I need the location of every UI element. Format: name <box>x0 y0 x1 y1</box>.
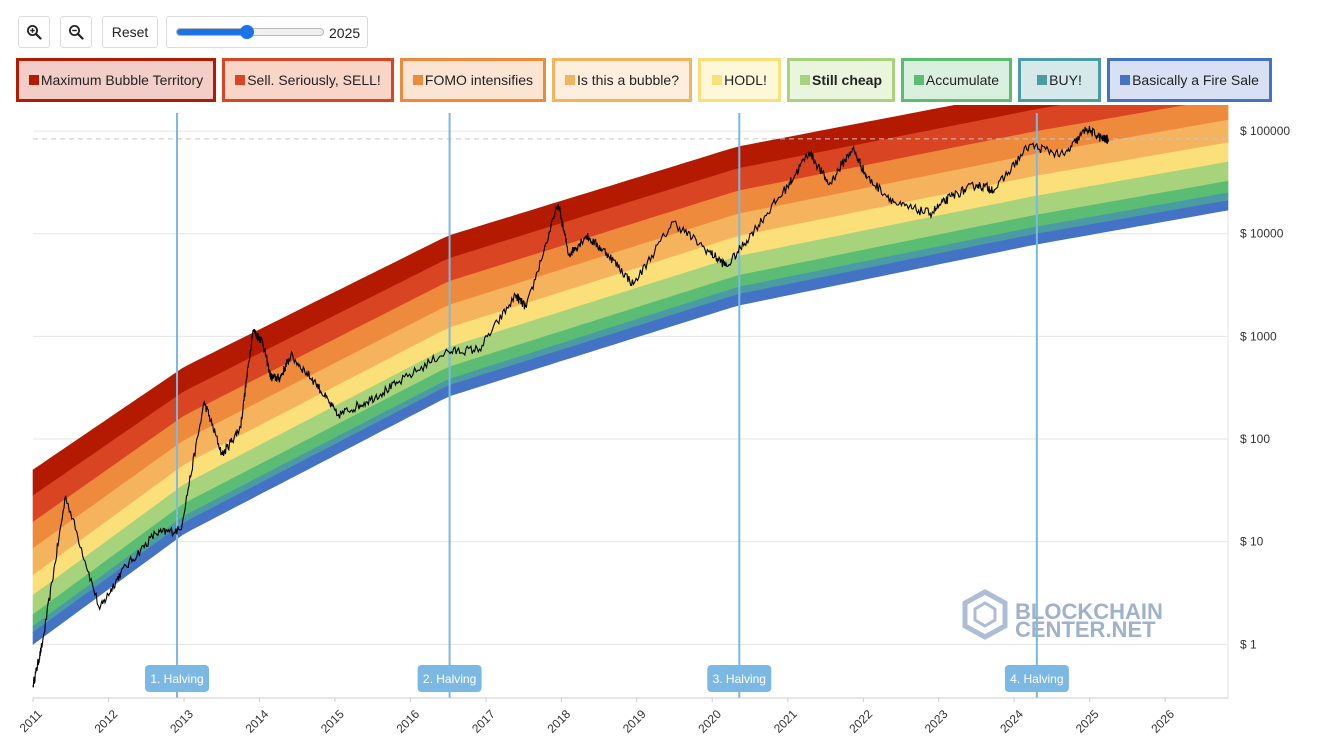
y-tick-label: $ 100 <box>1240 432 1270 446</box>
x-tick-label: 2020 <box>695 707 724 736</box>
zoom-in-icon <box>27 25 42 40</box>
legend-label: Sell. Seriously, SELL! <box>247 72 381 88</box>
legend-swatch <box>712 75 723 85</box>
zoom-in-button[interactable] <box>18 16 50 48</box>
watermark-line2: CENTER.NET <box>1015 617 1156 642</box>
legend-band-8[interactable]: Basically a Fire Sale <box>1107 58 1272 102</box>
x-tick-label: 2014 <box>243 707 272 736</box>
band-8 <box>32 200 1229 645</box>
legend-band-6[interactable]: Accumulate <box>901 58 1012 102</box>
y-tick-label: $ 1 <box>1240 637 1257 651</box>
legend-label: Maximum Bubble Territory <box>40 72 204 88</box>
x-tick-label: 2012 <box>92 707 121 736</box>
x-tick-label: 2021 <box>771 707 800 736</box>
legend-swatch <box>565 75 576 85</box>
year-slider-fill <box>177 29 249 35</box>
y-tick-label: $ 10000 <box>1240 227 1284 241</box>
legend-label: Accumulate <box>925 72 1000 88</box>
halving-label-box-2 <box>417 665 482 692</box>
year-slider-control: 2025 <box>166 16 368 48</box>
legend-swatch <box>235 75 246 85</box>
legend-swatch <box>28 75 39 85</box>
halving-label-box-3 <box>707 665 772 692</box>
year-slider-value: 2025 <box>329 25 361 41</box>
reset-button[interactable]: Reset <box>102 16 158 48</box>
x-tick-label: 2025 <box>1073 707 1102 736</box>
legend-swatch <box>913 75 924 85</box>
x-tick-label: 2013 <box>167 707 196 736</box>
x-tick-label: 2023 <box>922 707 951 736</box>
halving-label-box-4 <box>1004 665 1069 692</box>
price-line <box>32 125 1109 688</box>
x-tick-label: 2018 <box>545 707 574 736</box>
legend-band-2[interactable]: FOMO intensifies <box>400 58 546 102</box>
y-tick-label: $ 100000 <box>1240 124 1290 138</box>
legend-label: BUY! <box>1049 72 1082 88</box>
legend-band-0[interactable]: Maximum Bubble Territory <box>16 58 216 102</box>
x-tick-label: 2019 <box>620 707 649 736</box>
y-tick-label: $ 1000 <box>1240 329 1277 343</box>
legend-label: Is this a bubble? <box>577 72 679 88</box>
halving-label-box-1 <box>145 665 210 692</box>
x-tick-label: 2024 <box>997 707 1026 736</box>
legend-label: HODL! <box>724 72 767 88</box>
legend-swatch <box>412 75 423 85</box>
legend-label: Still cheap <box>811 72 883 88</box>
legend-swatch <box>1120 75 1131 85</box>
blockchaincenter-logo-icon <box>962 589 1008 640</box>
halving-label-1: 1. Halving <box>150 672 203 686</box>
x-tick-label: 2022 <box>846 707 875 736</box>
watermark-line1: BLOCKCHAIN <box>1015 599 1163 624</box>
legend-swatch <box>799 75 810 85</box>
halving-label-4: 4. Halving <box>1010 672 1063 686</box>
x-tick-label: 2015 <box>318 707 347 736</box>
halving-label-3: 3. Halving <box>713 672 766 686</box>
zoom-out-button[interactable] <box>60 16 92 48</box>
legend-label: Basically a Fire Sale <box>1132 72 1259 88</box>
legend-band-5[interactable]: Still cheap <box>787 58 895 102</box>
y-tick-label: $ 10 <box>1240 535 1264 549</box>
legend-swatch <box>1037 75 1048 85</box>
legend-band-3[interactable]: Is this a bubble? <box>552 58 692 102</box>
legend-label: FOMO intensifies <box>424 72 534 88</box>
x-tick-label: 2011 <box>17 707 45 735</box>
rainbow-chart: 1. Halving 2. Halving 3. Halving 4. Halving… <box>17 105 1290 736</box>
year-slider-thumb[interactable] <box>240 25 255 39</box>
zoom-out-icon <box>69 25 84 40</box>
x-tick-label: 2026 <box>1148 707 1177 736</box>
legend-band-4[interactable]: HODL! <box>698 58 781 102</box>
legend-band-7[interactable]: BUY! <box>1018 58 1101 102</box>
x-tick-label: 2016 <box>393 707 422 736</box>
halving-label-2: 2. Halving <box>423 672 476 686</box>
x-tick-label: 2017 <box>469 707 498 736</box>
legend-band-1[interactable]: Sell. Seriously, SELL! <box>222 58 394 102</box>
